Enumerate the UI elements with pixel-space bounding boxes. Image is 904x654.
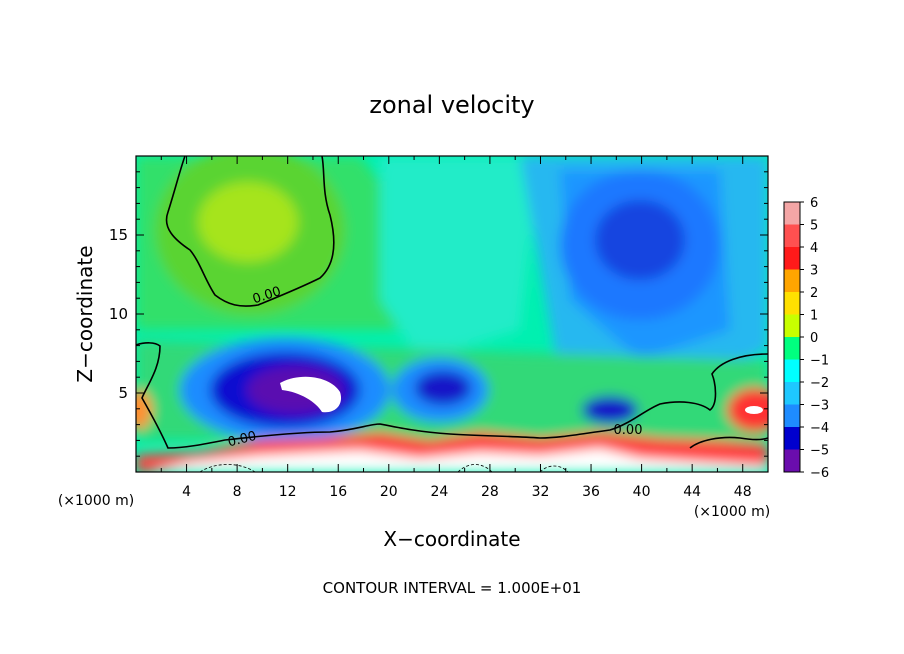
x-unit-right: (×1000 m) [694, 504, 770, 520]
colorbar-label-6: 0 [810, 331, 818, 346]
colorbar-label-10: −4 [810, 421, 829, 436]
thin-contour-bottom [199, 464, 569, 472]
field-min-lower-mid-core [415, 371, 471, 405]
colorbar-label-7: −1 [810, 354, 829, 369]
field-min-upper-right-core [595, 200, 685, 280]
colorbar-label-0: 6 [810, 196, 818, 211]
colorbar-swatch-11 [784, 449, 800, 473]
colorbar-label-5: 1 [810, 309, 818, 324]
colorbar-swatch-3 [784, 269, 800, 293]
x-tick-label-28: 28 [481, 484, 499, 500]
velocity-field [136, 156, 768, 472]
x-tick-label-20: 20 [380, 484, 398, 500]
x-axis: 4 8 12 16 20 24 28 32 36 40 44 48 [160, 156, 752, 500]
field-min-lower-right [582, 396, 638, 424]
field-max-left-edge [136, 390, 152, 430]
x-tick-label-40: 40 [633, 484, 651, 500]
field-region-cyan-band [380, 156, 540, 360]
x-tick-label-8: 8 [233, 484, 242, 500]
colorbar-swatch-5 [784, 314, 800, 338]
colorbar-label-12: −6 [810, 466, 829, 481]
field-boundary-layer-core [150, 448, 768, 472]
colorbar-swatch-10 [784, 427, 800, 450]
x-tick-label-24: 24 [430, 484, 448, 500]
colorbar-swatch-7 [784, 359, 800, 383]
x-tick-label-36: 36 [582, 484, 600, 500]
x-axis-label: X−coordinate [383, 527, 520, 551]
colorbar-swatch-1 [784, 224, 800, 248]
zero-contour-lower [136, 342, 768, 449]
x-tick-label-16: 16 [329, 484, 347, 500]
colorbar-label-4: 2 [810, 286, 818, 301]
x-tick-label-44: 44 [683, 484, 701, 500]
y-axis-label: Z−coordinate [73, 245, 97, 382]
colorbar-label-3: 3 [810, 264, 818, 279]
contour-label-lower-text: 0.00 [226, 429, 258, 451]
colorbar-label-8: −2 [810, 376, 829, 391]
x-tick-label-32: 32 [532, 484, 550, 500]
colorbar-label-11: −5 [810, 444, 829, 459]
x-unit-left: (×1000 m) [58, 493, 134, 509]
y-axis: 5 10 15 [109, 171, 768, 457]
colorbar-swatch-0 [784, 202, 800, 225]
x-tick-label-48: 48 [734, 484, 752, 500]
y-tick-label-10: 10 [109, 305, 128, 323]
white-core-right [745, 406, 763, 414]
colorbar-swatch-4 [784, 292, 800, 315]
colorbar-swatch-8 [784, 382, 800, 405]
chart-title: zonal velocity [369, 91, 534, 119]
colorbar-label-9: −3 [810, 399, 829, 414]
colorbar-label-2: 4 [810, 241, 818, 256]
zero-contour-right-lower [689, 436, 768, 449]
contour-label-right-text: 0.00 [614, 423, 643, 438]
plot-area: 0.00 0.00 0.00 [136, 156, 768, 472]
x-tick-label-12: 12 [279, 484, 297, 500]
zero-contour-upper [165, 156, 335, 307]
field-max-upper-left-core [198, 182, 298, 262]
white-core-left-vortex [280, 376, 342, 413]
colorbar: 6 5 4 3 2 1 0 −1 −2 −3 −4 −5 −6 [783, 196, 829, 481]
colorbar-swatch-6 [784, 337, 800, 360]
y-tick-label-15: 15 [109, 226, 128, 244]
y-tick-label-5: 5 [118, 384, 128, 402]
contour-label-right: 0.00 [614, 423, 643, 438]
colorbar-swatch-2 [784, 247, 800, 270]
footer-contour-interval: CONTOUR INTERVAL = 1.000E+01 [323, 579, 582, 597]
colorbar-swatch-9 [784, 404, 800, 428]
colorbar-label-1: 5 [810, 219, 818, 234]
contour-label-lower: 0.00 [226, 429, 258, 451]
x-tick-label-4: 4 [182, 484, 191, 500]
